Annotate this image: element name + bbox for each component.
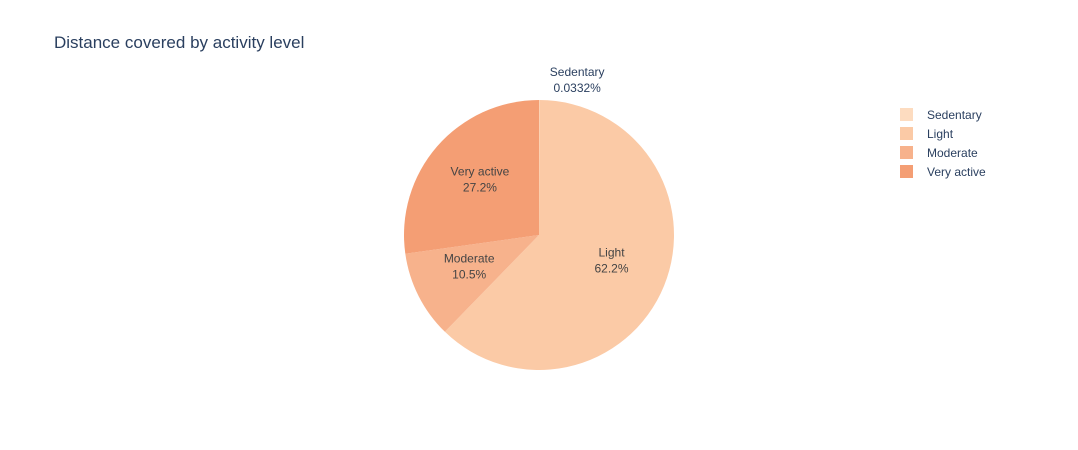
pie-slices xyxy=(404,100,674,370)
pie-label-moderate: Moderate 10.5% xyxy=(444,251,495,281)
pie-slice-very-active[interactable] xyxy=(404,100,539,254)
pie-label-category: Light xyxy=(599,246,626,260)
legend-swatch xyxy=(900,127,913,140)
pie-label-percent: 27.2% xyxy=(463,181,497,195)
pie-label-sedentary: Sedentary 0.0332% xyxy=(550,65,605,95)
legend-item-light[interactable]: Light xyxy=(900,124,986,143)
legend-label: Sedentary xyxy=(927,107,982,122)
legend: Sedentary Light Moderate Very active xyxy=(900,105,986,181)
pie-label-category: Moderate xyxy=(444,251,495,265)
legend-item-moderate[interactable]: Moderate xyxy=(900,143,986,162)
legend-item-very-active[interactable]: Very active xyxy=(900,162,986,181)
legend-swatch xyxy=(900,108,913,121)
legend-label: Very active xyxy=(927,164,986,179)
legend-swatch xyxy=(900,165,913,178)
pie-label-category: Very active xyxy=(451,165,510,179)
pie-label-percent: 10.5% xyxy=(452,267,486,281)
pie-label-percent: 0.0332% xyxy=(553,81,601,95)
pie-slice-light[interactable] xyxy=(444,100,674,370)
pie-label-very-active: Very active 27.2% xyxy=(451,165,510,195)
pie-label-category: Sedentary xyxy=(550,65,605,79)
legend-label: Light xyxy=(927,126,954,141)
chart-title: Distance covered by activity level xyxy=(54,33,305,52)
pie-slice-moderate[interactable] xyxy=(405,235,539,332)
pie-label-percent: 62.2% xyxy=(595,262,629,276)
pie-labels: Sedentary 0.0332% Light 62.2% Moderate 10.5% V… xyxy=(444,65,629,281)
legend-item-sedentary[interactable]: Sedentary xyxy=(900,105,986,124)
pie-label-light: Light 62.2% xyxy=(595,246,629,276)
legend-label: Moderate xyxy=(927,145,978,160)
legend-swatch xyxy=(900,146,913,159)
